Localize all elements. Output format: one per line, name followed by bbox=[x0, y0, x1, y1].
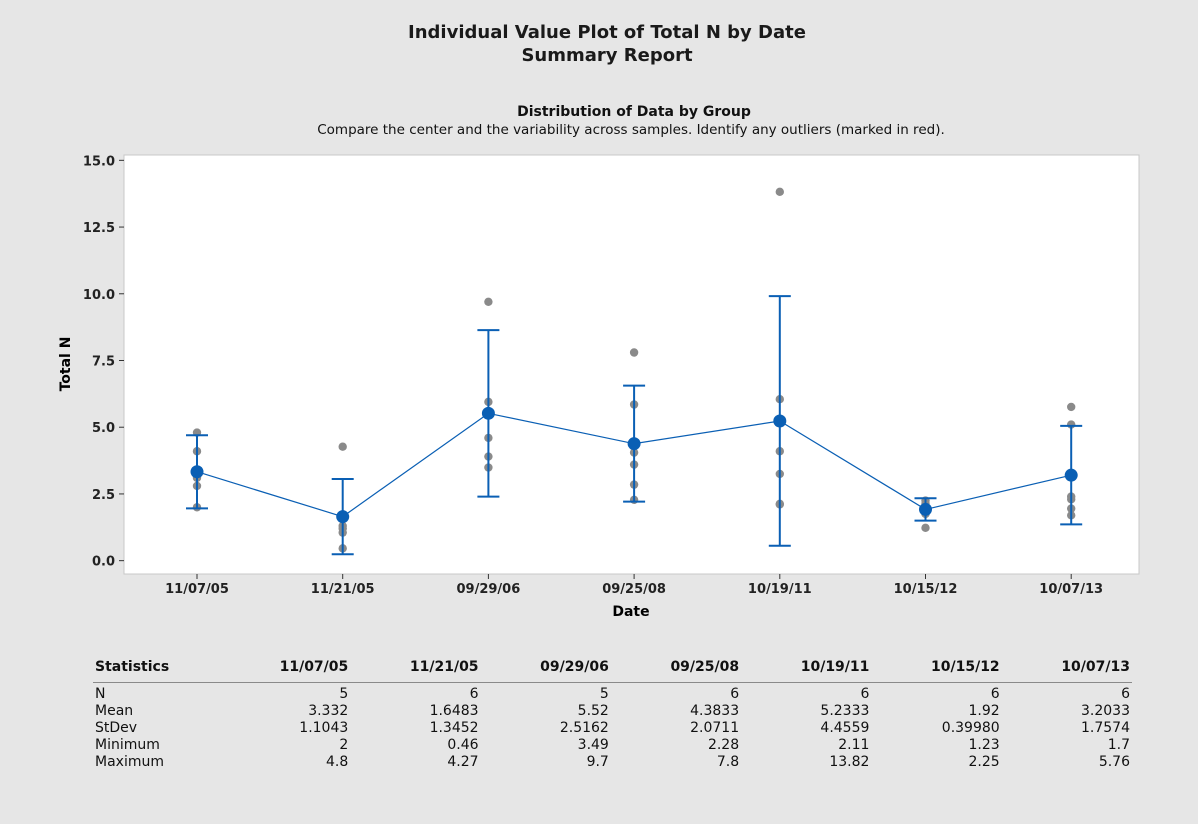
statistics-row: Mean 3.332 1.6483 5.52 4.3833 5.2333 1.92 3.203… bbox=[93, 703, 1132, 720]
data-point bbox=[775, 187, 784, 197]
y-tick-label: 5.0 bbox=[92, 421, 115, 436]
plot-area bbox=[123, 154, 1140, 575]
statistic-value: 5 bbox=[339, 686, 349, 702]
statistics-row: N 5 6 5 6 6 6 6 bbox=[93, 683, 1132, 704]
statistic-value: 1.1043 bbox=[299, 720, 349, 736]
y-tick-label: 12.5 bbox=[83, 221, 115, 236]
statistic-value: 2.11 bbox=[838, 737, 870, 753]
mean-point bbox=[627, 437, 641, 451]
statistic-value: 2 bbox=[339, 737, 349, 753]
y-tick-label: 2.5 bbox=[92, 488, 115, 503]
statistics-row: StDev 1.1043 1.3452 2.5162 2.0711 4.4559 0.399… bbox=[93, 720, 1132, 737]
mean-point bbox=[919, 502, 932, 516]
statistic-value: 7.8 bbox=[716, 754, 740, 770]
statistic-value: 5 bbox=[599, 686, 609, 702]
statistic-value: 1.7574 bbox=[1081, 720, 1130, 736]
statistic-value: 6 bbox=[990, 686, 1000, 702]
statistic-value: 1.23 bbox=[968, 737, 1000, 753]
mean-point bbox=[773, 414, 787, 428]
statistic-value: 1.3452 bbox=[429, 720, 479, 736]
statistic-value: 9.7 bbox=[586, 754, 609, 770]
statistic-name: StDev bbox=[95, 720, 138, 736]
statistics-table: Statistics 11/07/05 11/21/05 09/29/06 09/25/… bbox=[93, 658, 1132, 771]
statistics-header-row: Statistics 11/07/05 11/21/05 09/29/06 09/25/… bbox=[93, 658, 1132, 683]
statistic-value: 2.28 bbox=[707, 737, 740, 753]
x-tick-label: 09/25/08 bbox=[602, 582, 666, 597]
statistic-value: 4.8 bbox=[326, 754, 349, 770]
statistic-value: 4.3833 bbox=[690, 703, 740, 719]
statistic-value: 5.2333 bbox=[820, 703, 870, 719]
y-tick-label: 0.0 bbox=[92, 555, 115, 570]
statistic-value: 2.5162 bbox=[559, 720, 609, 736]
statistic-value: 6 bbox=[860, 686, 870, 702]
statistic-value: 0.39980 bbox=[941, 720, 1000, 736]
statistic-value: 3.332 bbox=[308, 703, 349, 719]
statistic-value: 3.2033 bbox=[1081, 703, 1130, 719]
data-point bbox=[338, 442, 347, 451]
statistic-value: 1.92 bbox=[968, 703, 1000, 719]
data-point bbox=[1067, 402, 1076, 412]
statistics-header-date: 10/07/13 bbox=[1001, 658, 1132, 683]
statistics-row: Maximum 4.8 4.27 9.7 7.8 13.82 2.25 5.76 bbox=[93, 754, 1132, 771]
x-tick-label: 10/19/11 bbox=[748, 582, 812, 597]
mean-point bbox=[190, 465, 204, 479]
statistic-name: N bbox=[95, 686, 106, 702]
statistic-name: Minimum bbox=[95, 737, 160, 753]
statistic-value: 1.6483 bbox=[429, 703, 479, 719]
x-axis-label: Date bbox=[612, 604, 649, 620]
statistics-header-date: 10/15/12 bbox=[871, 658, 1002, 683]
section-description: Compare the center and the variability a… bbox=[317, 122, 945, 138]
statistics-header-date: 09/29/06 bbox=[480, 658, 611, 683]
statistic-value: 5.76 bbox=[1098, 754, 1130, 770]
statistic-value: 0.46 bbox=[447, 737, 479, 753]
report-subtitle: Summary Report bbox=[521, 45, 693, 66]
statistics-row: Minimum 2 0.46 3.49 2.28 2.11 1.23 1.7 bbox=[93, 737, 1132, 754]
report-title: Individual Value Plot of Total N by Date bbox=[408, 22, 806, 43]
statistics-header-date: 11/21/05 bbox=[350, 658, 481, 683]
statistic-value: 4.27 bbox=[447, 754, 479, 770]
statistic-name: Mean bbox=[95, 703, 134, 719]
statistic-value: 1.7 bbox=[1107, 737, 1130, 753]
statistic-value: 6 bbox=[469, 686, 479, 702]
statistic-value: 6 bbox=[730, 686, 740, 702]
x-tick-label: 11/21/05 bbox=[311, 582, 375, 597]
x-tick-label: 09/29/06 bbox=[457, 582, 521, 597]
statistic-value: 5.52 bbox=[577, 703, 609, 719]
statistic-value: 2.25 bbox=[968, 754, 1000, 770]
mean-point bbox=[336, 510, 350, 524]
statistic-value: 6 bbox=[1121, 686, 1130, 702]
x-tick-label: 11/07/05 bbox=[165, 582, 229, 597]
y-tick-label: 10.0 bbox=[83, 288, 115, 303]
y-tick-label: 7.5 bbox=[92, 354, 115, 369]
mean-point bbox=[481, 406, 495, 420]
y-axis-label: Total N bbox=[58, 337, 74, 392]
statistic-value: 2.0711 bbox=[690, 720, 740, 736]
statistics-header-label: Statistics bbox=[93, 658, 220, 683]
statistic-value: 3.49 bbox=[577, 737, 609, 753]
y-tick-label: 15.0 bbox=[83, 154, 115, 169]
x-tick-label: 10/15/12 bbox=[894, 582, 958, 597]
data-point bbox=[484, 297, 493, 306]
statistic-name: Maximum bbox=[95, 754, 164, 770]
data-point bbox=[921, 523, 930, 533]
section-title: Distribution of Data by Group bbox=[517, 104, 751, 120]
statistics-header-date: 09/25/08 bbox=[610, 658, 742, 683]
statistics-header-date: 10/19/11 bbox=[741, 658, 872, 683]
statistics-header-date: 11/07/05 bbox=[220, 658, 351, 683]
x-tick-label: 10/07/13 bbox=[1039, 582, 1103, 597]
statistic-value: 4.4559 bbox=[820, 720, 870, 736]
data-point bbox=[629, 348, 639, 357]
mean-point bbox=[1064, 468, 1078, 482]
statistic-value: 13.82 bbox=[829, 754, 870, 770]
